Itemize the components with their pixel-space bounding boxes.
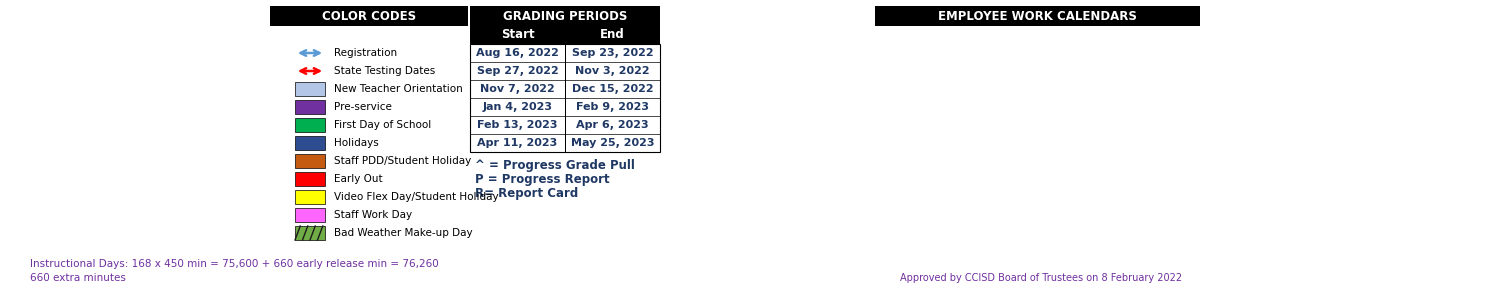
- Text: Registration: Registration: [334, 48, 397, 58]
- Bar: [294, 82, 325, 96]
- Text: Video Flex Day/Student Holiday: Video Flex Day/Student Holiday: [334, 192, 498, 202]
- Bar: [294, 190, 325, 204]
- Bar: [294, 226, 325, 240]
- Text: Nov 7, 2022: Nov 7, 2022: [480, 84, 554, 94]
- Bar: [294, 172, 325, 186]
- Bar: [470, 26, 660, 44]
- Text: Apr 6, 2023: Apr 6, 2023: [577, 120, 649, 130]
- Text: New Teacher Orientation: New Teacher Orientation: [334, 84, 462, 94]
- Text: Staff PDD/Student Holiday: Staff PDD/Student Holiday: [334, 156, 471, 166]
- Text: Apr 11, 2023: Apr 11, 2023: [477, 138, 557, 148]
- Bar: [874, 6, 1200, 26]
- Text: Pre-service: Pre-service: [334, 102, 393, 112]
- Text: End: End: [599, 29, 625, 41]
- Bar: [470, 44, 660, 152]
- Text: May 25, 2023: May 25, 2023: [571, 138, 654, 148]
- Text: GRADING PERIODS: GRADING PERIODS: [503, 9, 627, 23]
- Text: Instructional Days: 168 x 450 min = 75,600 + 660 early release min = 76,260: Instructional Days: 168 x 450 min = 75,6…: [30, 259, 439, 269]
- Text: R= Report Card: R= Report Card: [476, 188, 578, 201]
- Text: ^ = Progress Grade Pull: ^ = Progress Grade Pull: [476, 160, 634, 173]
- Text: EMPLOYEE WORK CALENDARS: EMPLOYEE WORK CALENDARS: [938, 9, 1137, 23]
- Text: Start: Start: [501, 29, 535, 41]
- Bar: [470, 6, 660, 26]
- Text: Nov 3, 2022: Nov 3, 2022: [575, 66, 649, 76]
- Text: Sep 27, 2022: Sep 27, 2022: [477, 66, 559, 76]
- Text: COLOR CODES: COLOR CODES: [322, 9, 417, 23]
- Bar: [294, 154, 325, 168]
- Text: Jan 4, 2023: Jan 4, 2023: [483, 102, 553, 112]
- Text: Staff Work Day: Staff Work Day: [334, 210, 412, 220]
- Text: Bad Weather Make-up Day: Bad Weather Make-up Day: [334, 228, 473, 238]
- Text: Sep 23, 2022: Sep 23, 2022: [572, 48, 654, 58]
- Text: Dec 15, 2022: Dec 15, 2022: [572, 84, 654, 94]
- Bar: [270, 6, 468, 26]
- Text: First Day of School: First Day of School: [334, 120, 432, 130]
- Text: Early Out: Early Out: [334, 174, 382, 184]
- Text: Approved by CCISD Board of Trustees on 8 February 2022: Approved by CCISD Board of Trustees on 8…: [900, 273, 1182, 283]
- Text: Feb 9, 2023: Feb 9, 2023: [575, 102, 649, 112]
- Bar: [294, 208, 325, 222]
- Bar: [294, 118, 325, 132]
- Text: P = Progress Report: P = Progress Report: [476, 173, 610, 186]
- Text: Aug 16, 2022: Aug 16, 2022: [476, 48, 559, 58]
- Bar: [294, 136, 325, 150]
- Text: State Testing Dates: State Testing Dates: [334, 66, 435, 76]
- Text: Feb 13, 2023: Feb 13, 2023: [477, 120, 557, 130]
- Text: 660 extra minutes: 660 extra minutes: [30, 273, 125, 283]
- Bar: [294, 100, 325, 114]
- Text: Holidays: Holidays: [334, 138, 379, 148]
